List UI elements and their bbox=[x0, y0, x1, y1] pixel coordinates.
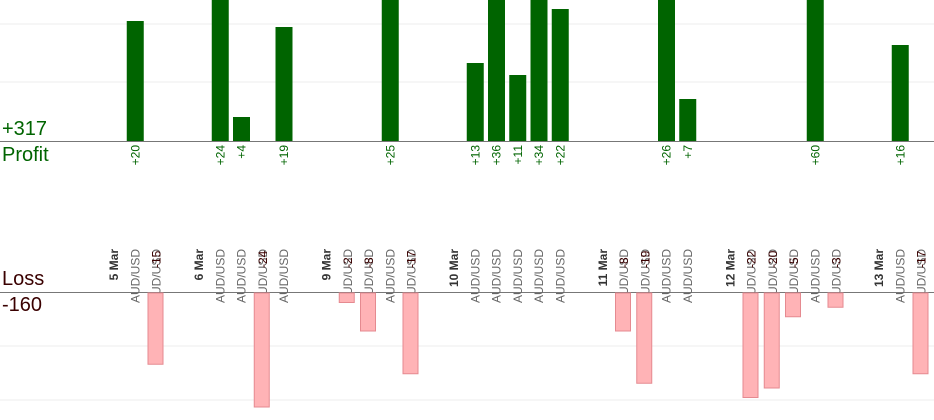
profit-total: +317 bbox=[2, 118, 48, 140]
profit-value-label: +16 bbox=[893, 145, 907, 166]
loss-bar bbox=[827, 292, 844, 308]
loss-bar bbox=[338, 292, 355, 303]
pair-label: AUD/USD bbox=[150, 249, 164, 303]
loss-bar bbox=[615, 292, 631, 332]
profit-value-label: +25 bbox=[383, 145, 397, 166]
profit-bar bbox=[679, 99, 697, 141]
profit-bar bbox=[275, 27, 293, 141]
pair-label: AUD/USD bbox=[893, 249, 907, 303]
loss-value-label: -17 bbox=[405, 250, 419, 268]
profit-bar bbox=[891, 45, 909, 141]
pair-label: AUD/USD bbox=[830, 249, 844, 303]
loss-value-label: -3 bbox=[830, 257, 844, 268]
profit-bar bbox=[126, 21, 144, 141]
date-label: 5 Mar bbox=[107, 249, 121, 281]
pair-label: AUD/USD bbox=[808, 249, 822, 303]
loss-value-label: -22 bbox=[745, 250, 759, 268]
date-label: 12 Mar bbox=[723, 249, 737, 287]
profit-bar bbox=[509, 75, 527, 141]
profit-value-label: +22 bbox=[553, 145, 567, 166]
loss-value-label: -8 bbox=[617, 257, 631, 268]
loss-bar bbox=[253, 292, 270, 408]
pair-label: AUD/USD bbox=[766, 249, 780, 303]
pair-label: AUD/USD bbox=[511, 249, 525, 303]
pair-label: AUD/USD bbox=[383, 249, 397, 303]
profit-bar bbox=[466, 63, 484, 141]
profit-bar bbox=[488, 0, 505, 141]
loss-value-label: -5 bbox=[787, 257, 801, 268]
profit-value-label: +7 bbox=[681, 145, 695, 159]
profit-label: Profit bbox=[2, 144, 49, 166]
profit-bar bbox=[233, 117, 250, 141]
date-label: 9 Mar bbox=[320, 249, 334, 281]
pair-label: AUD/USD bbox=[915, 249, 929, 303]
pair-label: AUD/USD bbox=[638, 249, 652, 303]
loss-bar bbox=[742, 292, 759, 398]
profit-bar bbox=[381, 0, 399, 141]
loss-value-label: -20 bbox=[766, 250, 780, 268]
pair-label: AUD/USD bbox=[660, 249, 674, 303]
profit-bar bbox=[551, 9, 569, 141]
pair-label: AUD/USD bbox=[341, 249, 355, 303]
loss-value-label: -19 bbox=[638, 250, 652, 268]
pair-label: AUD/USD bbox=[617, 249, 631, 303]
profit-bar bbox=[658, 0, 675, 141]
pair-label: AUD/USD bbox=[468, 249, 482, 303]
pair-label: AUD/USD bbox=[213, 249, 227, 303]
pair-label: AUD/USD bbox=[787, 249, 801, 303]
pair-label: AUD/USD bbox=[532, 249, 546, 303]
loss-bar bbox=[785, 292, 801, 318]
pair-label: AUD/USD bbox=[128, 249, 142, 303]
pair-label: AUD/USD bbox=[256, 249, 270, 303]
loss-value-label: -17 bbox=[915, 250, 929, 268]
date-label: 6 Mar bbox=[192, 249, 206, 281]
date-label: 11 Mar bbox=[596, 249, 610, 287]
pair-label: AUD/USD bbox=[405, 249, 419, 303]
pair-label: AUD/USD bbox=[553, 249, 567, 303]
pair-label: AUD/USD bbox=[490, 249, 504, 303]
pair-label: AUD/USD bbox=[362, 249, 376, 303]
loss-bar bbox=[402, 292, 419, 375]
profit-bar bbox=[211, 0, 229, 141]
loss-value-label: -15 bbox=[150, 250, 164, 268]
profit-value-label: +60 bbox=[808, 145, 822, 166]
loss-bar bbox=[360, 292, 376, 332]
profit-value-label: +20 bbox=[128, 145, 142, 166]
profit-value-label: +24 bbox=[213, 145, 227, 166]
profit-value-label: +11 bbox=[511, 145, 525, 165]
loss-bar bbox=[147, 292, 164, 365]
loss-value-label: -2 bbox=[341, 257, 355, 268]
loss-total: -160 bbox=[2, 294, 43, 316]
loss-label: Loss bbox=[2, 268, 45, 290]
profit-bar bbox=[530, 0, 548, 141]
date-label: 10 Mar bbox=[447, 249, 461, 287]
profit-value-label: +13 bbox=[468, 145, 482, 166]
profit-value-label: +4 bbox=[235, 145, 249, 159]
date-label: 13 Mar bbox=[872, 249, 886, 287]
loss-bar bbox=[763, 292, 780, 389]
profit-value-label: +26 bbox=[660, 145, 674, 166]
pair-label: AUD/USD bbox=[235, 249, 249, 303]
profit-bar bbox=[806, 0, 824, 141]
pair-label: AUD/USD bbox=[277, 249, 291, 303]
profit-value-label: +19 bbox=[277, 145, 291, 166]
pair-label: AUD/USD bbox=[745, 249, 759, 303]
profit-value-label: +36 bbox=[490, 145, 504, 166]
pair-label: AUD/USD bbox=[681, 249, 695, 303]
loss-bar bbox=[912, 292, 929, 375]
profit-value-label: +34 bbox=[532, 145, 546, 166]
loss-bar bbox=[636, 292, 653, 384]
loss-value-label: -24 bbox=[256, 250, 270, 268]
loss-value-label: -8 bbox=[362, 257, 376, 268]
